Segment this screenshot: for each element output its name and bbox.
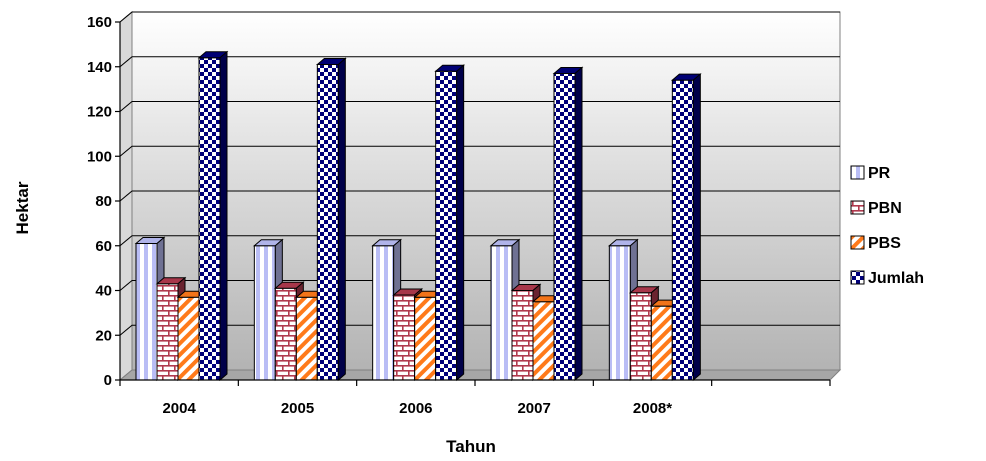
legend-item-pbs: PBS — [850, 235, 901, 252]
x-axis-title: Tahun — [446, 437, 496, 456]
y-tick-label: 0 — [104, 372, 112, 389]
legend-item-pr: PR — [850, 165, 891, 182]
y-axis-title: Hektar — [13, 181, 32, 234]
bars — [134, 50, 702, 382]
gridline — [119, 56, 840, 68]
legend-swatch — [850, 165, 865, 180]
legend-item-jumlah: Jumlah — [850, 270, 924, 287]
y-tick-label: 100 — [87, 148, 112, 165]
bar-jumlah-2005 — [315, 57, 347, 382]
y-tick-label: 40 — [95, 283, 112, 300]
y-tick-label: 120 — [87, 104, 112, 121]
legend-label: PBS — [868, 235, 901, 252]
y-tick-labels: 0 20 40 60 80 100 120 140 160 — [87, 14, 112, 389]
gridline — [119, 190, 840, 202]
y-tick-label: 20 — [95, 327, 112, 344]
gridlines — [119, 11, 840, 336]
floor — [118, 369, 842, 381]
y-tick-label: 80 — [95, 193, 112, 210]
y-tick-label: 160 — [87, 14, 112, 31]
legend-label: PBN — [868, 200, 902, 217]
x-tick-label: 2008* — [633, 400, 672, 417]
gridline — [119, 324, 840, 336]
legend-swatch — [850, 200, 865, 215]
x-tick-label: 2005 — [281, 400, 314, 417]
bar-jumlah-2007 — [552, 66, 584, 382]
bar-jumlah-2006 — [434, 64, 466, 382]
gridline — [119, 280, 840, 291]
bar-jumlah-2008 — [670, 73, 702, 382]
y-tick-label: 140 — [87, 59, 112, 76]
bar-jumlah-2004 — [197, 50, 229, 382]
gridline — [119, 11, 840, 23]
gridline — [119, 235, 840, 247]
axes — [115, 21, 831, 386]
legend-label: Jumlah — [868, 270, 924, 287]
legend-swatch — [850, 270, 865, 285]
legend-swatch — [850, 235, 865, 250]
x-tick-labels: 2004 2005 2006 2007 2008* — [162, 400, 672, 417]
x-tick-label: 2007 — [517, 400, 550, 417]
gridline — [119, 101, 840, 112]
y-tick-label: 60 — [95, 238, 112, 255]
x-tick-label: 2006 — [399, 400, 432, 417]
legend-item-pbn: PBN — [850, 200, 902, 217]
x-tick-label: 2004 — [162, 400, 196, 417]
legend-label: PR — [868, 165, 891, 182]
gridline — [119, 145, 840, 157]
legend: PR PBN PBS Jumlah — [850, 165, 924, 287]
